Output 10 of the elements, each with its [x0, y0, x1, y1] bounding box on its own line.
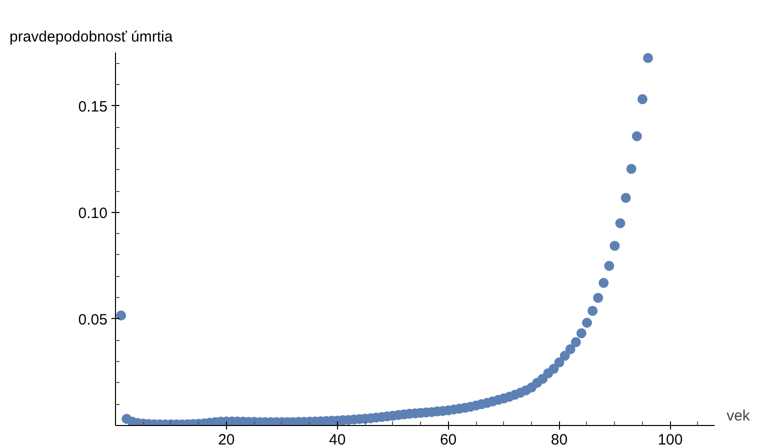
y-axis-title: pravdepodobnosť úmrtia: [10, 28, 174, 46]
x-tick-label: 100: [658, 432, 683, 448]
x-tick-label: 60: [440, 432, 457, 448]
y-tick-label: 0.10: [78, 204, 108, 222]
x-tick-label: 20: [218, 432, 235, 448]
x-axis-title: vek: [726, 408, 750, 424]
y-tick-label: 0.15: [78, 98, 108, 116]
x-tick-label: 40: [329, 432, 346, 448]
x-tick-label: 80: [550, 432, 568, 448]
y-tick-label: 0.05: [78, 311, 108, 328]
